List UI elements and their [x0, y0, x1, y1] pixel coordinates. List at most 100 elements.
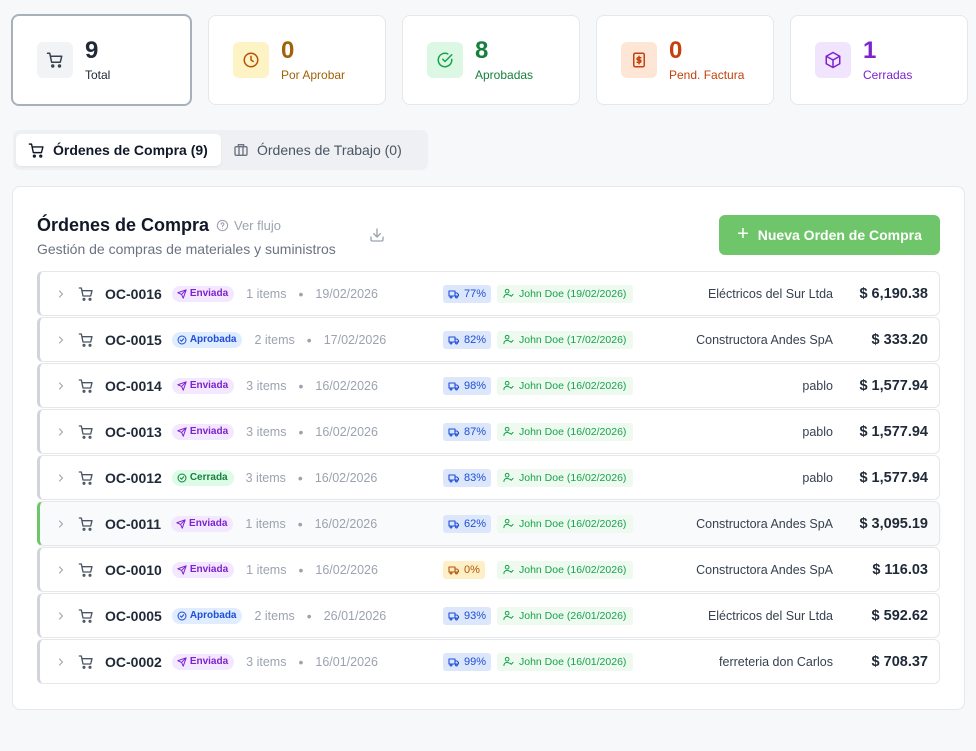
truck-icon: [448, 657, 460, 666]
order-code: OC-0016: [105, 285, 162, 302]
send-icon: [177, 288, 187, 299]
truck-icon: [448, 427, 460, 436]
order-row[interactable]: OC-0010 Enviada 1 items • 16/02/2026 0% Jo…: [37, 547, 940, 592]
view-flow-label: Ver flujo: [234, 218, 281, 233]
truck-icon: [448, 381, 460, 390]
order-meta: 1 items • 16/02/2026: [245, 515, 378, 532]
new-order-button[interactable]: + Nueva Orden de Compra: [719, 215, 940, 255]
status-badge: Enviada: [171, 285, 235, 302]
approver-badge: John Doe (16/02/2026): [497, 468, 634, 487]
briefcase-icon: [234, 144, 248, 156]
item-count: 1 items: [245, 516, 286, 531]
supplier-name: Eléctricos del Sur Ltda: [707, 608, 833, 623]
plus-icon: +: [737, 222, 749, 245]
cart-icon: [78, 424, 93, 439]
order-meta: 2 items • 26/01/2026: [254, 607, 387, 624]
user-check-icon: [503, 656, 514, 667]
order-meta: 3 items • 16/02/2026: [246, 423, 378, 440]
user-check-icon: [503, 564, 514, 575]
send-icon: [177, 564, 187, 575]
stat-value: 0: [669, 37, 683, 64]
order-row[interactable]: OC-0013 Enviada 3 items • 16/02/2026 87% J…: [37, 409, 940, 454]
item-count: 3 items: [246, 424, 287, 439]
delivery-progress: 93%: [443, 606, 492, 625]
supplier-name: ferreteria don Carlos: [719, 654, 833, 669]
status-badge: Cerrada: [171, 469, 234, 486]
send-icon: [177, 426, 187, 437]
check-circle-icon: [177, 611, 187, 620]
status-badge: Aprobada: [171, 331, 243, 348]
download-icon[interactable]: [369, 227, 385, 243]
chevron-right-icon[interactable]: [55, 426, 67, 438]
delivery-progress: 83%: [443, 468, 492, 487]
item-count: 1 items: [246, 286, 287, 301]
order-meta: 1 items • 19/02/2026: [246, 285, 378, 302]
page-title: Órdenes de Compra: [37, 215, 210, 235]
send-icon: [176, 518, 186, 529]
stat-card-total[interactable]: 9 Total: [11, 14, 192, 106]
stat-card-por-aprobar[interactable]: 0 Por Aprobar: [208, 15, 386, 105]
order-row[interactable]: OC-0012 Cerrada 3 items • 16/02/2026 83% J…: [37, 455, 940, 500]
stat-card-aprobadas[interactable]: 8 Aprobadas: [402, 15, 580, 105]
stat-label: Total: [85, 68, 111, 82]
stat-label: Por Aprobar: [281, 68, 346, 82]
user-check-icon: [503, 518, 514, 529]
approver-badge: John Doe (26/01/2026): [497, 606, 634, 625]
chevron-right-icon[interactable]: [55, 472, 67, 484]
order-amount: $ 1,577.94: [859, 469, 928, 486]
order-row[interactable]: OC-0014 Enviada 3 items • 16/02/2026 98% J…: [37, 363, 940, 408]
stat-value: 1: [863, 37, 877, 64]
order-code: OC-0012: [105, 469, 162, 486]
stat-value: 9: [85, 37, 99, 64]
tab-ordenes-compra[interactable]: Órdenes de Compra (9): [16, 134, 221, 166]
chevron-right-icon[interactable]: [55, 288, 67, 300]
approver-badge: John Doe (16/02/2026): [497, 560, 634, 579]
stat-card-cerradas[interactable]: 1 Cerradas: [790, 15, 968, 105]
chevron-right-icon[interactable]: [55, 380, 67, 392]
approver-badge: John Doe (16/02/2026): [497, 376, 634, 395]
stat-card-pend-factura[interactable]: 0 Pend. Factura: [596, 15, 774, 105]
supplier-name: Constructora Andes SpA: [696, 516, 833, 531]
chevron-right-icon[interactable]: [55, 518, 67, 530]
tab-label: Órdenes de Compra (9): [53, 142, 208, 158]
send-icon: [177, 380, 187, 391]
orders-panel: Órdenes de Compra Ver flujo Gestión de c…: [12, 186, 965, 710]
status-badge: Enviada: [171, 561, 235, 578]
status-badge: Enviada: [171, 653, 235, 670]
truck-icon: [448, 519, 460, 528]
approver-badge: John Doe (19/02/2026): [497, 284, 634, 303]
order-row[interactable]: OC-0005 Aprobada 2 items • 26/01/2026 93% …: [37, 593, 940, 638]
cart-icon: [28, 142, 44, 158]
chevron-right-icon[interactable]: [55, 334, 67, 346]
chevron-right-icon[interactable]: [55, 656, 67, 668]
order-row[interactable]: OC-0002 Enviada 3 items • 16/01/2026 99% J…: [37, 639, 940, 684]
order-code: OC-0015: [105, 331, 162, 348]
order-amount: $ 116.03: [872, 561, 928, 578]
order-row[interactable]: OC-0011 Enviada 1 items • 16/02/2026 62% J…: [37, 501, 940, 546]
user-check-icon: [503, 472, 514, 483]
order-date: 19/02/2026: [315, 286, 378, 301]
status-badge: Enviada: [171, 423, 235, 440]
order-amount: $ 592.62: [871, 607, 928, 624]
order-code: OC-0011: [105, 515, 162, 532]
chevron-right-icon[interactable]: [55, 610, 67, 622]
cart-icon: [78, 516, 93, 531]
chevron-right-icon[interactable]: [55, 564, 67, 576]
order-date: 16/02/2026: [315, 378, 378, 393]
stat-value: 0: [281, 37, 295, 64]
item-count: 2 items: [254, 608, 295, 623]
cart-icon: [78, 332, 93, 347]
order-amount: $ 1,577.94: [859, 423, 928, 440]
cart-icon: [78, 608, 93, 623]
cart-icon: [78, 470, 93, 485]
order-code: OC-0014: [105, 377, 162, 394]
user-check-icon: [503, 380, 514, 391]
order-date: 16/01/2026: [315, 654, 378, 669]
order-row[interactable]: OC-0015 Aprobada 2 items • 17/02/2026 82% …: [37, 317, 940, 362]
supplier-name: Constructora Andes SpA: [696, 562, 833, 577]
tab-ordenes-trabajo[interactable]: Órdenes de Trabajo (0): [221, 134, 414, 166]
view-flow-link[interactable]: Ver flujo: [216, 218, 281, 233]
order-row[interactable]: OC-0016 Enviada 1 items • 19/02/2026 77% J…: [37, 271, 940, 316]
stats-bar: 9 Total 0 Por Aprobar 8 Aprobadas 0 Pend…: [11, 14, 968, 106]
stat-value: 8: [475, 37, 489, 64]
